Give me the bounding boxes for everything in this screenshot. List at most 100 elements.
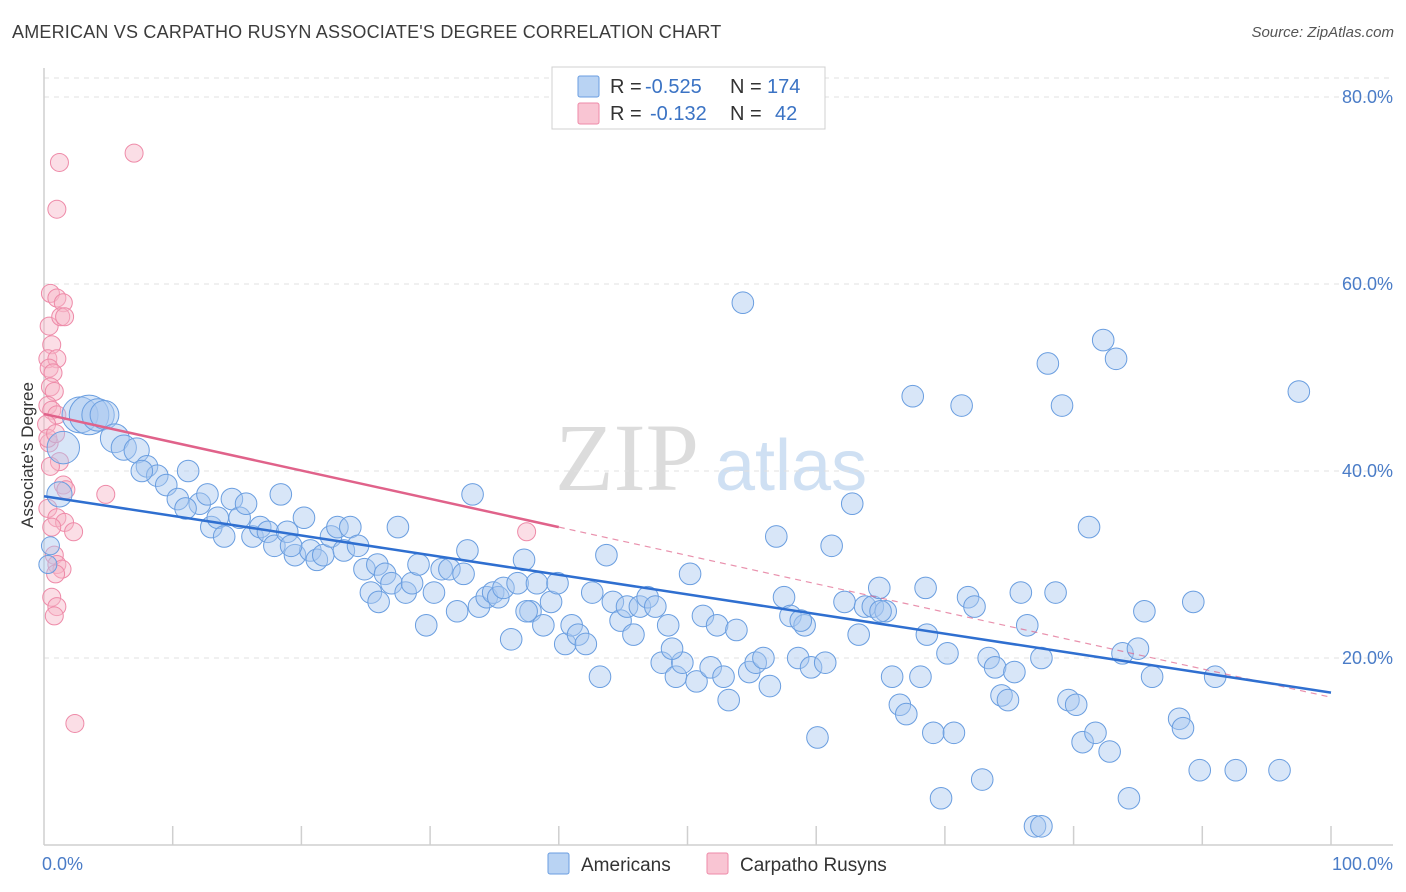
americans-point-74 — [580, 581, 604, 604]
carpatho-rusyns-point-1 — [124, 143, 144, 163]
y-tick-labels: 20.0% 40.0% 60.0% 80.0% — [1342, 87, 1393, 668]
americans-point-37 — [332, 539, 356, 562]
americans-point-169 — [515, 599, 538, 623]
americans-point-106 — [799, 656, 823, 679]
americans-point-141 — [1044, 581, 1067, 604]
americans-point-147 — [1084, 721, 1107, 745]
americans-point-57 — [467, 595, 491, 618]
americans-point-157 — [1171, 716, 1195, 740]
americans-point-28 — [269, 483, 293, 506]
carpatho-rusyns-point-29 — [42, 517, 62, 537]
americans-point-138 — [1023, 815, 1047, 838]
americans-point-166 — [869, 599, 892, 623]
americans-point-24 — [241, 525, 264, 548]
americans-point-167 — [789, 609, 813, 632]
carpatho-rusyns-points — [37, 143, 537, 733]
americans-point-155 — [1140, 665, 1164, 689]
americans-point-128 — [956, 585, 980, 609]
americans-point-76 — [595, 543, 618, 567]
americans-point-72 — [566, 623, 590, 646]
carpatho-rusyns-point-30 — [64, 522, 84, 542]
americans-point-146 — [1077, 515, 1101, 539]
americans-point-48 — [407, 553, 430, 576]
americans-point-27 — [263, 534, 286, 558]
y-tick-label-40: 40.0% — [1342, 461, 1393, 481]
americans-point-42 — [366, 553, 389, 576]
y-tick-label-20: 20.0% — [1342, 648, 1393, 668]
americans-point-152 — [1117, 786, 1141, 810]
americans-point-129 — [963, 595, 986, 618]
americans-point-14 — [166, 487, 190, 511]
americans-point-99 — [752, 646, 775, 670]
americans-point-1 — [46, 481, 73, 508]
americans-trend-line — [43, 495, 1332, 694]
carpatho-rusyns-trend-line — [43, 412, 560, 529]
legend-n-label-americans: N = — [730, 76, 762, 98]
americans-point-7 — [89, 400, 120, 430]
americans-points — [38, 291, 1311, 838]
americans-point-54 — [452, 562, 475, 586]
y-tick-label-60: 60.0% — [1342, 274, 1393, 294]
watermark: ZIP atlas — [555, 404, 867, 511]
americans-point-164 — [1030, 815, 1053, 838]
carpatho-rusyns-point-0 — [49, 152, 69, 172]
americans-point-118 — [888, 693, 912, 717]
americans-point-79 — [615, 595, 639, 618]
americans-point-91 — [699, 656, 722, 679]
americans-point-50 — [422, 581, 446, 604]
americans-point-85 — [656, 613, 680, 637]
americans-point-66 — [525, 571, 549, 595]
americans-point-47 — [400, 571, 424, 595]
americans-point-136 — [1009, 581, 1033, 604]
americans-point-94 — [717, 688, 740, 712]
americans-point-112 — [847, 623, 870, 646]
americans-point-9 — [110, 434, 137, 461]
americans-point-51 — [430, 557, 453, 581]
americans-point-41 — [359, 581, 383, 604]
legend: R = -0.525 N = 174 R = -0.132 N = 42 — [551, 66, 826, 130]
americans-point-117 — [880, 665, 904, 689]
x-tick-label-min: 0.0% — [42, 854, 83, 874]
americans-point-120 — [901, 384, 925, 408]
americans-point-107 — [806, 726, 829, 749]
legend-n-label-carpatho-rusyns: N = — [730, 103, 762, 125]
legend-r-label-carpatho-rusyns: R = — [610, 103, 642, 125]
legend-r-label-americans: R = — [610, 76, 642, 98]
americans-point-62 — [499, 628, 523, 651]
axes — [43, 68, 1393, 846]
americans-point-16 — [188, 492, 212, 516]
watermark-atlas: atlas — [715, 426, 867, 506]
americans-point-95 — [725, 618, 748, 642]
americans-point-30 — [283, 543, 307, 567]
americans-point-165 — [914, 576, 937, 600]
carpatho-rusyns-point-35 — [42, 587, 62, 607]
americans-point-63 — [506, 571, 529, 595]
americans-point-159 — [1188, 758, 1212, 782]
americans-point-116 — [874, 599, 897, 623]
americans-point-33 — [305, 548, 329, 572]
americans-point-110 — [833, 590, 856, 614]
americans-point-90 — [691, 604, 715, 628]
bottom-legend-swatch-carpatho-rusyns — [706, 852, 729, 875]
y-tick-label-80: 80.0% — [1342, 87, 1393, 107]
americans-point-132 — [983, 656, 1007, 679]
x-tick-label-max: 100.0% — [1332, 854, 1393, 874]
americans-point-83 — [644, 595, 667, 618]
americans-point-96 — [731, 291, 755, 315]
americans-point-123 — [922, 721, 945, 745]
americans-point-31 — [292, 506, 316, 530]
americans-point-163 — [1268, 758, 1291, 782]
americans-point-93 — [712, 665, 735, 689]
carpatho-rusyns-point-8 — [55, 307, 75, 327]
legend-swatch-carpatho-rusyns — [577, 102, 600, 125]
americans-point-130 — [970, 768, 994, 791]
americans-point-145 — [1071, 730, 1094, 754]
americans-point-162 — [1287, 380, 1311, 403]
americans-point-125 — [936, 642, 959, 665]
americans-point-3 — [38, 555, 58, 574]
americans-point-36 — [326, 515, 349, 539]
americans-point-17 — [196, 483, 219, 506]
americans-point-111 — [840, 492, 864, 516]
americans-point-20 — [212, 525, 236, 548]
